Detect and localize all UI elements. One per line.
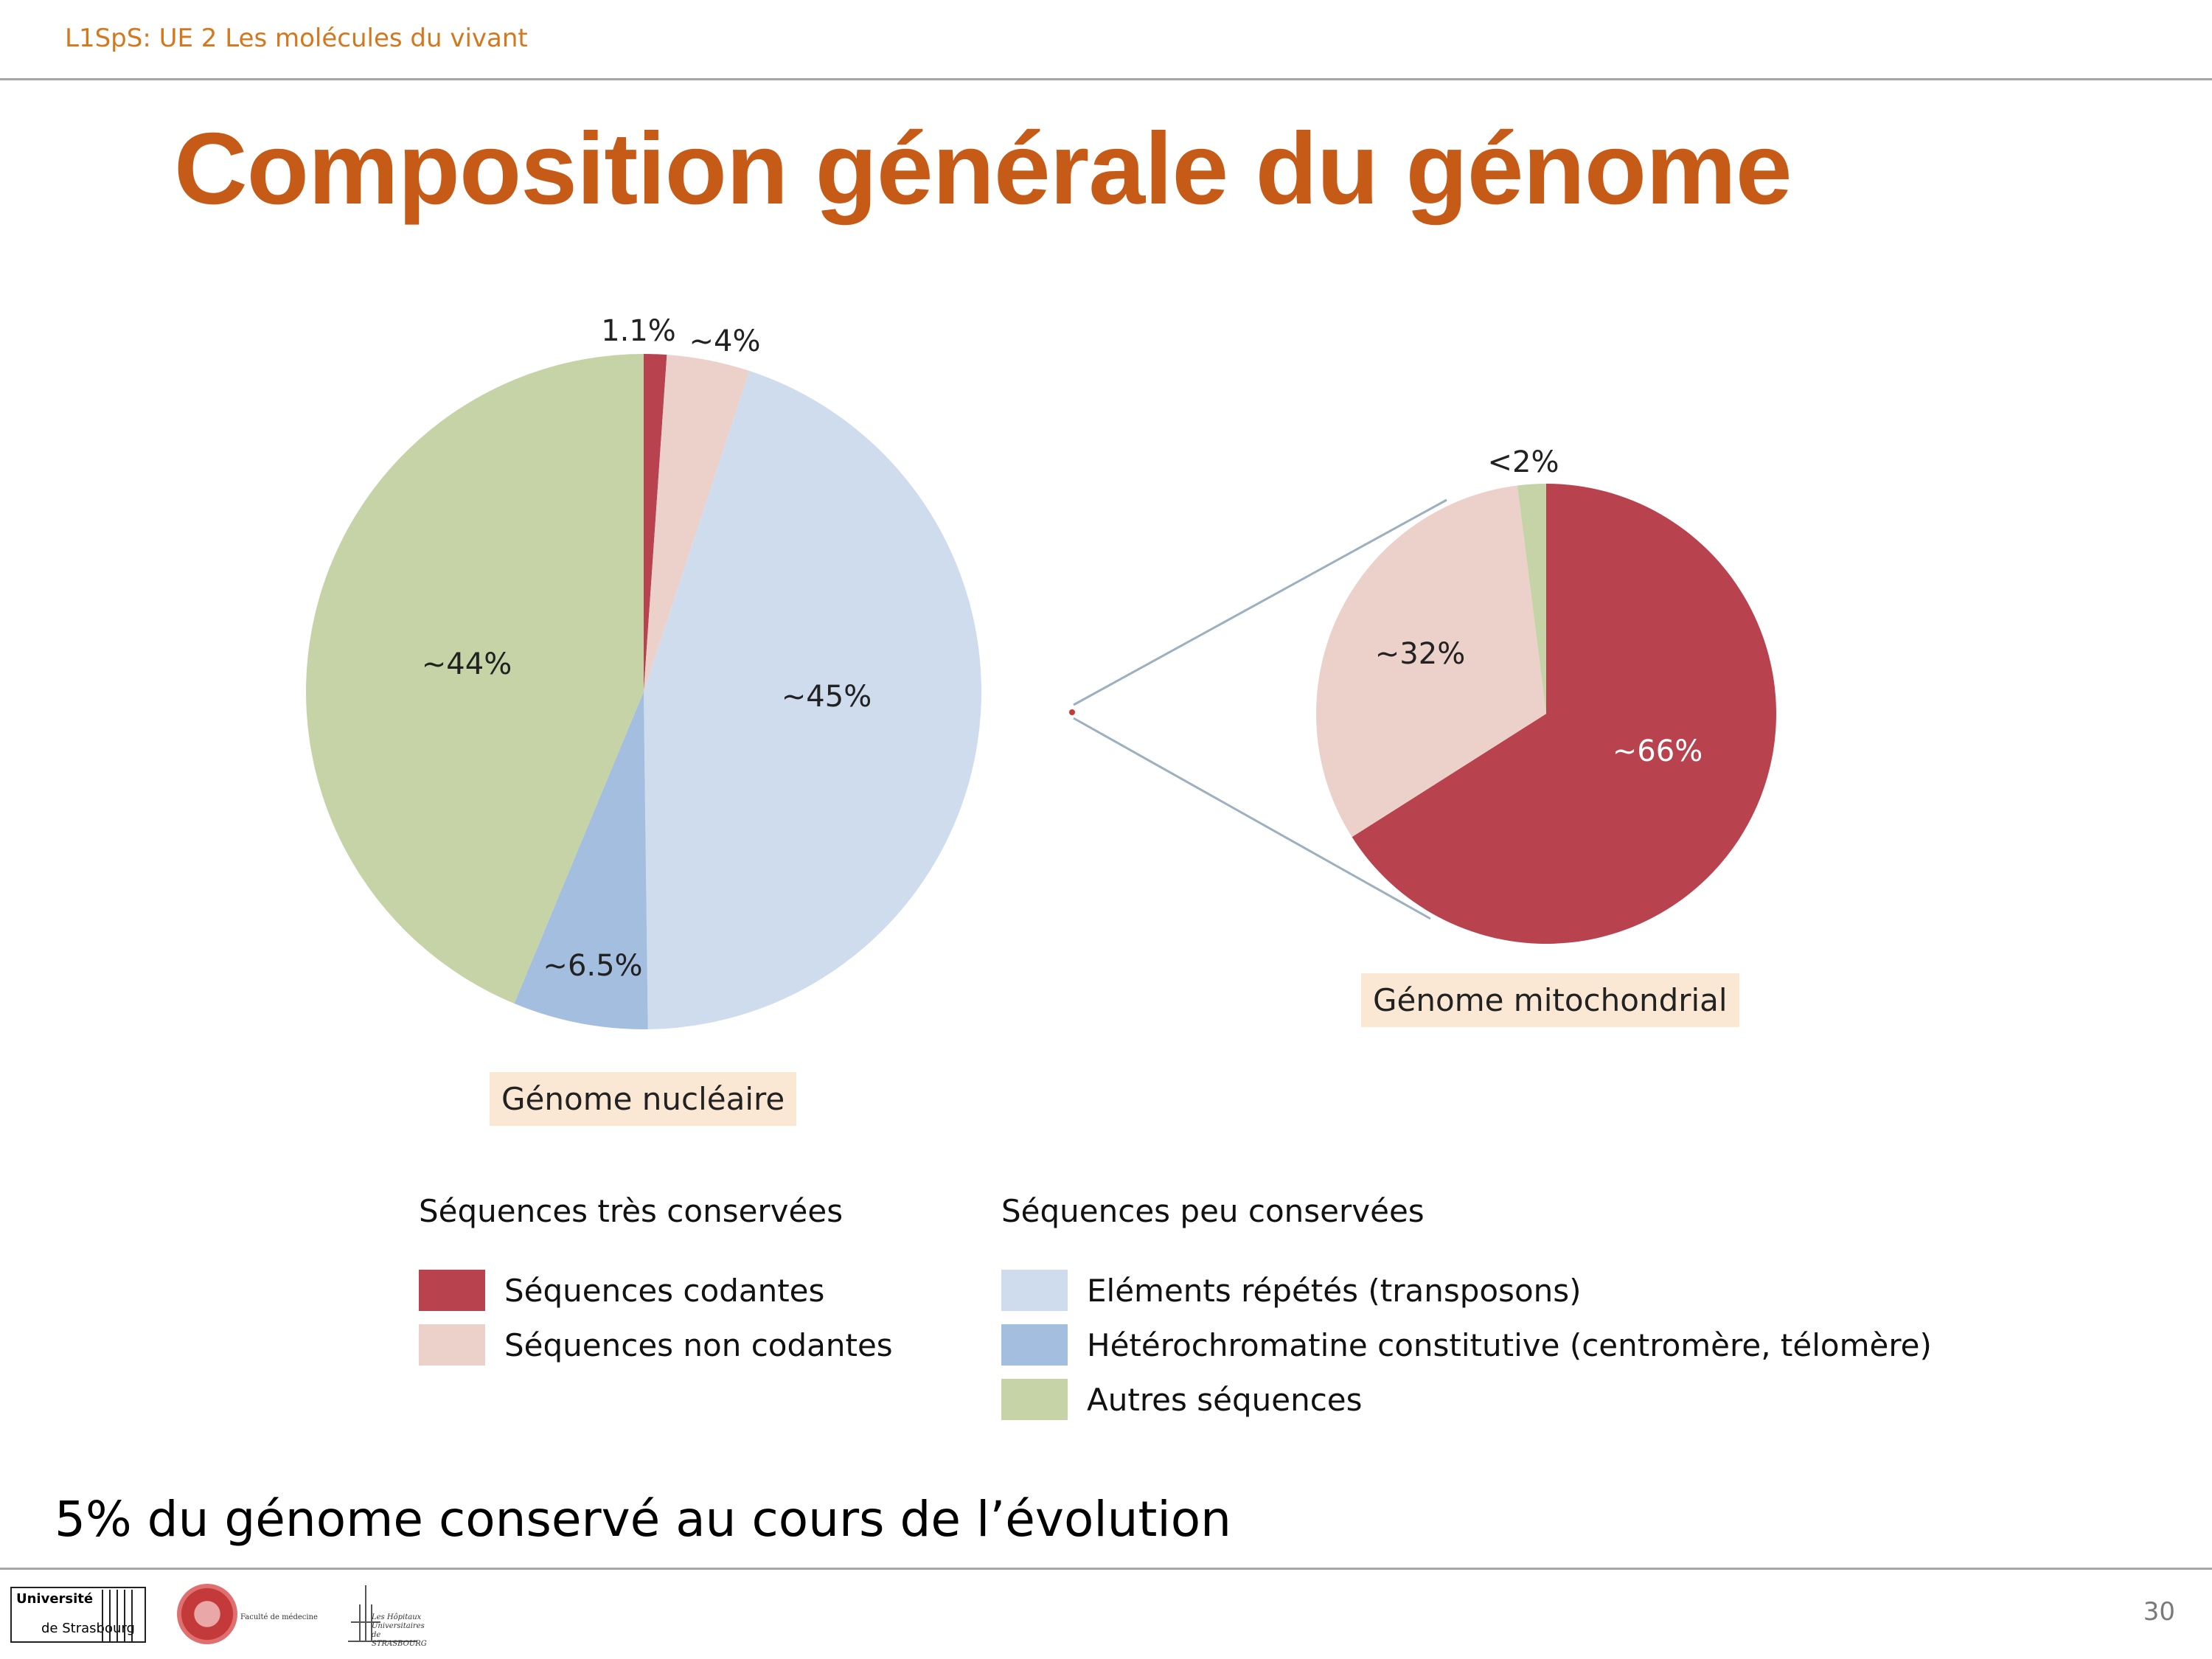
hospital-logo xyxy=(348,1585,417,1642)
pie-slice xyxy=(514,692,648,1029)
pie-data-label: ~66% xyxy=(1613,734,1703,768)
legend-heading-conserved: Séquences très conservées xyxy=(419,1193,844,1229)
pie-slice xyxy=(1517,484,1546,714)
slide-title: Composition générale du génome xyxy=(174,112,1792,226)
mitochondrial-genome-pie: ~66% ~32% <2% xyxy=(1315,445,1776,944)
legend-label: Séquences codantes xyxy=(504,1272,825,1309)
legend-label: Eléments répétés (transposons) xyxy=(1087,1272,1582,1309)
pie-data-label: ~44% xyxy=(422,647,512,681)
zoom-line-top xyxy=(1073,498,1447,706)
header-course-title: L1SpS: UE 2 Les molécules du vivant xyxy=(65,24,528,53)
nuclear-genome-title: Génome nucléaire xyxy=(490,1072,797,1126)
footnote: 5% du génome conservé au cours de l’évol… xyxy=(55,1491,1231,1548)
faculty-seal-logo xyxy=(177,1584,237,1644)
pie-slice xyxy=(644,355,750,692)
legend-item-heterochromatin: Hétérochromatine constitutive (centromèr… xyxy=(1001,1324,1932,1366)
pie-data-label: ~32% xyxy=(1375,637,1465,671)
faculty-logo-text: Faculté de médecine xyxy=(240,1613,318,1621)
legend-label: Séquences non codantes xyxy=(504,1326,893,1363)
pie-slice xyxy=(1315,485,1546,838)
pie-data-label: <2% xyxy=(1488,445,1559,479)
legend-label: Hétérochromatine constitutive (centromèr… xyxy=(1087,1326,1932,1363)
pie-charts: 1.1% ~4% ~45% ~6.5% ~44% ~66% ~32% <2% xyxy=(305,314,1776,1029)
zoom-origin-dot xyxy=(1069,709,1075,715)
pie-data-label: 1.1% xyxy=(601,314,676,348)
pie-data-label: ~4% xyxy=(689,324,761,358)
legend-item-noncoding: Séquences non codantes xyxy=(419,1324,893,1366)
hospital-logo-text: Les Hôpitaux Universitaires de STRASBOUR… xyxy=(372,1613,427,1648)
pie-slice xyxy=(1352,484,1776,944)
pie-slice xyxy=(644,371,981,1029)
legend-heading-poorly-conserved: Séquences peu conservées xyxy=(1001,1193,1425,1229)
university-logo: Université de Strasbourg xyxy=(10,1587,146,1643)
zoom-line-bottom xyxy=(1073,717,1431,920)
zoom-connector xyxy=(1069,498,1447,920)
legend-item-coding: Séquences codantes xyxy=(419,1270,824,1311)
pie-slice xyxy=(305,354,644,1004)
footer-divider xyxy=(0,1568,2212,1570)
legend-swatch xyxy=(1001,1270,1068,1311)
legend-item-repeats: Eléments répétés (transposons) xyxy=(1001,1270,1582,1311)
pie-data-label: ~45% xyxy=(782,680,872,714)
pie-data-label: ~6.5% xyxy=(543,949,642,983)
university-logo-line1: Université xyxy=(16,1591,94,1607)
legend-swatch xyxy=(1001,1379,1068,1420)
legend-swatch xyxy=(1001,1324,1068,1366)
mitochondrial-genome-title: Génome mitochondrial xyxy=(1361,973,1739,1027)
nuclear-genome-pie: 1.1% ~4% ~45% ~6.5% ~44% xyxy=(305,314,981,1029)
pie-slice xyxy=(644,354,667,692)
university-logo-columns xyxy=(102,1590,139,1641)
legend-swatch xyxy=(419,1270,485,1311)
legend-item-other: Autres séquences xyxy=(1001,1379,1363,1420)
legend-label: Autres séquences xyxy=(1087,1381,1363,1418)
legend-swatch xyxy=(419,1324,485,1366)
header-divider xyxy=(0,78,2212,80)
page-number: 30 xyxy=(2143,1597,2175,1627)
